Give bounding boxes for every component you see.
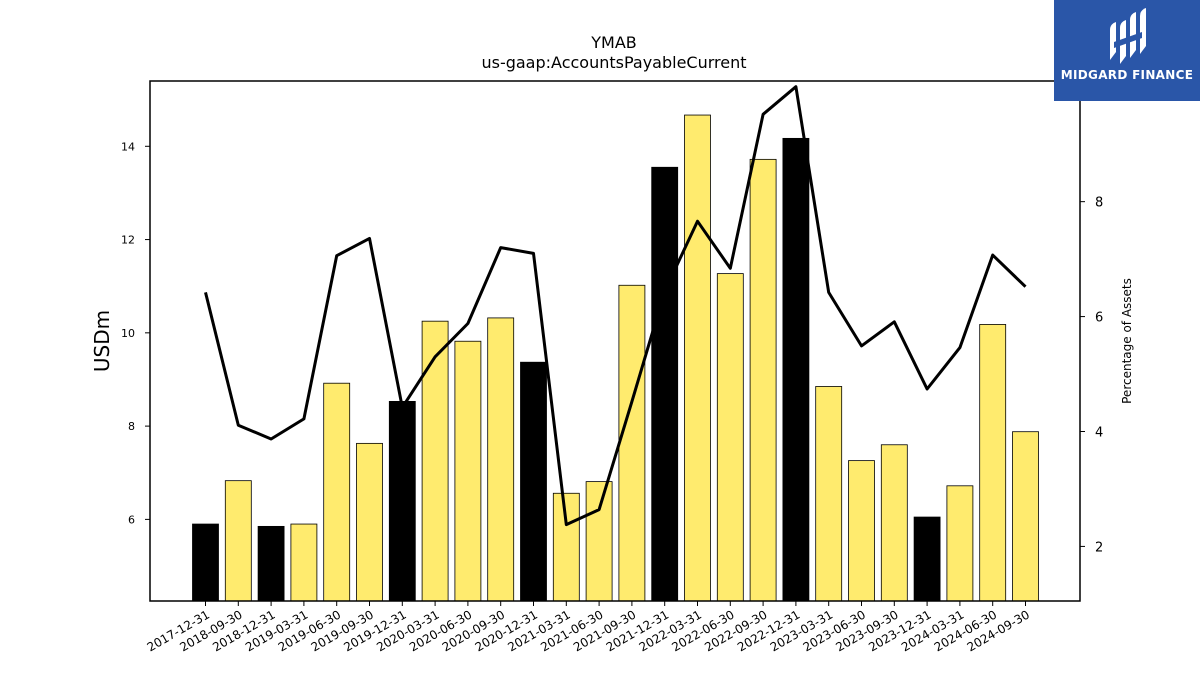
bar-2020-09-30 [487,317,515,602]
y-tick-label: 14 [121,140,135,153]
y2-tick-label: 4 [1095,425,1103,440]
midgard-logo-icon [1110,8,1146,64]
bar-2019-06-30 [323,382,351,602]
bar-2021-06-30 [585,481,613,602]
y-tick-label: 8 [128,420,135,433]
percentage-line [204,85,1027,527]
bar-2019-09-30 [356,442,383,602]
bar-2022-12-31 [782,137,810,602]
y2-axis-label: Percentage of Assets [1120,278,1134,404]
bar-2024-09-30 [1012,431,1039,602]
bar-2017-12-31 [192,523,219,602]
chart-title: YMAB [590,33,637,52]
y2-tick-label: 6 [1095,311,1103,326]
bar-2021-12-31 [651,166,679,602]
y-axis-left: 6 8 10 12 14 [121,140,150,526]
bar-2019-03-31 [290,523,318,602]
bar-2022-06-30 [716,273,744,602]
x-axis: 2017-12-312018-09-302018-12-312019-03-31… [145,601,1032,654]
bar-2023-12-31 [913,516,941,602]
bar-2022-03-31 [684,114,711,602]
bar-2024-06-30 [979,324,1007,602]
y2-tick-label: 8 [1095,196,1103,211]
y-tick-label: 12 [121,234,135,247]
bar-2018-09-30 [224,480,252,602]
bar-2023-09-30 [880,444,908,602]
y-axis-right: 246810 [1080,81,1112,555]
brand-name: MIDGARD FINANCE [1060,68,1194,82]
bar-2023-06-30 [848,460,875,602]
bar-2019-12-31 [388,400,416,602]
plot-frame [149,80,1081,602]
bar-2020-06-30 [454,340,482,602]
y2-tick-label: 2 [1095,540,1103,555]
bar-2023-03-31 [815,386,843,602]
bar-2024-03-31 [946,485,974,602]
brand-logo: MIDGARD FINANCE [1054,0,1200,101]
line-layer [204,85,1027,527]
bar-2020-03-31 [421,320,449,602]
chart-subtitle: us-gaap:AccountsPayableCurrent [481,53,746,72]
bar-2021-09-30 [618,284,646,602]
bar-2021-03-31 [552,492,580,602]
bar-2020-12-31 [520,361,547,602]
y-tick-label: 10 [121,327,135,340]
bar-2022-09-30 [749,158,777,602]
y-axis-label: USDm [90,310,114,372]
y-tick-label: 6 [128,513,135,526]
bar-2018-12-31 [257,525,285,602]
